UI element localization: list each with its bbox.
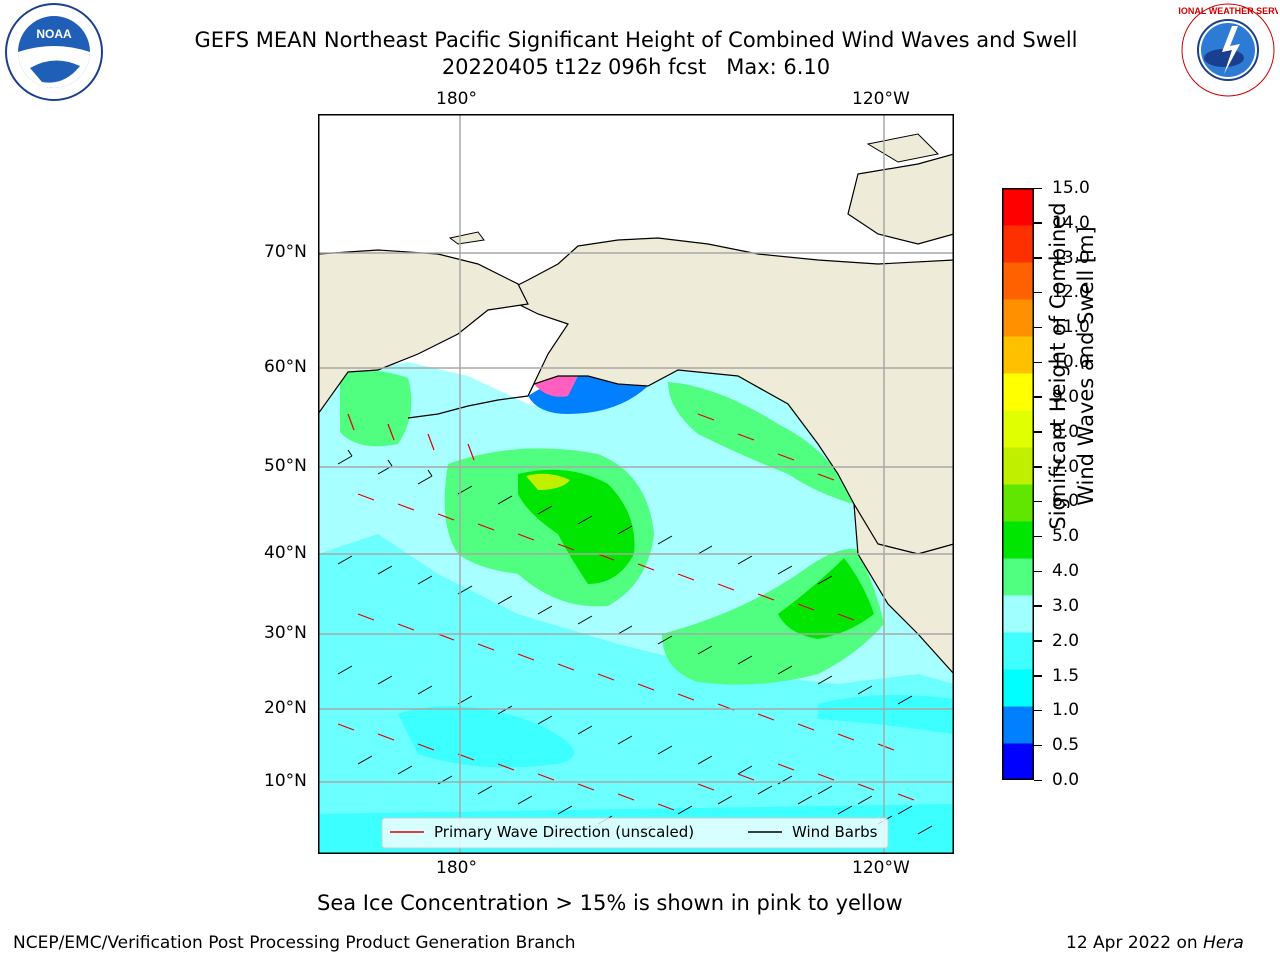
land-siberia [318,249,529,416]
colorbar-tick-label: 1.0 [1052,700,1080,721]
colorbar-band [1002,262,1034,300]
colorbar-tick-mark [1034,222,1042,224]
colorbar-tick-label: 1.5 [1052,665,1080,686]
colorbar-band [1002,336,1034,374]
land-alaska [507,237,954,555]
colorbar-tick-label: 9.0 [1052,386,1080,407]
colorbar-tick-label: 0.5 [1052,735,1080,756]
colorbar-tick-label: 10.0 [1052,352,1090,373]
wave-area-gulf-alaska [668,382,855,504]
colorbar-tick-label: 2.0 [1052,630,1080,651]
colorbar-tick-mark [1034,570,1042,573]
colorbar-band [1002,558,1034,596]
generation-date-text: 12 Apr 2022 on [1066,933,1198,953]
colorbar-tick-mark [1034,605,1042,607]
colorbar-tick-mark [1034,187,1042,189]
colorbar-tick-mark [1034,709,1042,712]
colorbar-band [1002,299,1034,337]
lat-label-70n: 70°N [264,242,307,262]
colorbar-tick-label: 12.0 [1052,282,1090,303]
colorbar-tick-label: 11.0 [1052,317,1090,338]
colorbar-label-line2: Wind Waves and Swell [m] [1074,226,1098,506]
colorbar-band [1002,521,1034,559]
colorbar-tick-mark [1034,640,1042,642]
colorbar-tick-label: 4.0 [1052,561,1080,582]
colorbar-band [1002,484,1034,522]
wave-direction-layer [337,413,915,811]
lat-label-10n: 10°N [264,771,307,791]
chart-subtitle: 20220405 t12z 096h fcst Max: 6.10 [441,55,831,79]
colorbar-label-line1: Significant Height of Combined [1046,202,1070,530]
machine-name: Hera [1203,933,1244,953]
chart-title: GEFS MEAN Northeast Pacific Significant … [194,28,1078,52]
colorbar-tick-label: 8.0 [1052,421,1080,442]
lon-label-top-120w: 120°W [852,89,910,109]
colorbar-tick-mark [1034,744,1042,747]
land-canadian-islands [847,153,954,245]
lon-label-top-180: 180° [436,89,477,109]
map-legend: Primary Wave Direction (unscaled) Wind B… [381,817,889,849]
colorbar-tick-label: 14.0 [1052,212,1090,233]
colorbar-tick-mark [1034,675,1042,677]
lat-label-30n: 30°N [264,623,307,643]
colorbar-tick-label: 0.0 [1052,770,1080,790]
lat-label-50n: 50°N [264,456,307,476]
colorbar-tick-mark [1034,396,1042,398]
nws-logo-text: NATIONAL WEATHER SERVICE [1178,6,1278,16]
colorbar-tick-mark [1034,500,1042,503]
legend-wave-direction-label: Primary Wave Direction (unscaled) [434,823,694,841]
ocean-field-1-5-2m [318,534,954,854]
legend-wind-barbs-label: Wind Barbs [792,823,878,841]
colorbar-band [1002,743,1034,780]
ocean-field-1-1-5m [398,706,574,768]
colorbar-band [1002,706,1034,744]
colorbar-label: Significant Height of Combined Wind Wave… [1044,66,1104,666]
colorbar-band [1002,373,1034,411]
lat-label-40n: 40°N [264,543,307,563]
colorbar-tick-mark [1034,431,1042,433]
wave-area-aleutian-west [340,370,412,447]
colorbar-band [1002,410,1034,448]
branch-credit: NCEP/EMC/Verification Post Processing Pr… [13,933,576,953]
lat-label-60n: 60°N [264,357,307,377]
colorbar-tick-mark [1034,361,1042,364]
colorbar-tick-label: 13.0 [1052,247,1090,268]
colorbar-tick-label: 7.0 [1052,456,1080,477]
generation-date: 12 Apr 2022 on Hera [1066,933,1244,953]
colorbar-band [1002,188,1034,226]
colorbar-band [1002,595,1034,633]
noaa-logo: NOAA [5,3,103,101]
lon-label-bottom-180: 180° [436,858,477,878]
colorbar-band [1002,632,1034,670]
colorbar-tick-mark [1034,466,1042,468]
colorbar-band [1002,447,1034,485]
nws-logo: NATIONAL WEATHER SERVICE [1178,3,1278,97]
graticule [318,114,954,854]
land-north-america [853,503,954,675]
colorbar-tick-mark [1034,779,1042,781]
colorbar-band [1002,669,1034,707]
colorbar-tick-mark [1034,291,1042,294]
colorbar [1002,188,1034,780]
colorbar-tick-label: 5.0 [1052,526,1080,547]
colorbar-tick-label: 15.0 [1052,178,1090,198]
colorbar-tick-mark [1034,257,1042,259]
colorbar-tick-label: 6.0 [1052,491,1080,512]
noaa-logo-text: NOAA [36,27,72,41]
wave-height-map: Primary Wave Direction (unscaled) Wind B… [318,114,954,854]
sea-ice-note: Sea Ice Concentration > 15% is shown in … [317,891,903,915]
colorbar-tick-mark [1034,535,1042,538]
colorbar-tick-label: 3.0 [1052,595,1080,616]
lat-label-20n: 20°N [264,698,307,718]
colorbar-band [1002,225,1034,263]
colorbar-tick-mark [1034,326,1042,329]
wave-area-central-pacific-core [518,469,635,584]
lon-label-bottom-120w: 120°W [852,858,910,878]
